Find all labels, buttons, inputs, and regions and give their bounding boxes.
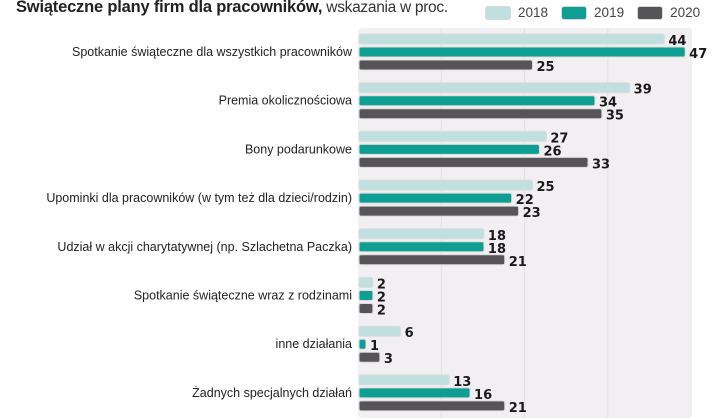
value-label-2019: 26 [543, 144, 561, 159]
legend-label-2020: 2020 [670, 5, 701, 20]
bar-2018 [358, 130, 547, 142]
value-label-2020: 2 [377, 304, 386, 319]
value-label-2019: 16 [474, 388, 492, 403]
value-label-2018: 2 [377, 278, 386, 293]
value-label-2020: 33 [592, 157, 610, 172]
bar-2020 [358, 254, 506, 266]
bar-2019 [358, 95, 596, 107]
bar-2018 [358, 82, 631, 94]
chart-subtitle: wskazania w proc. [322, 0, 448, 16]
bar-2020 [358, 156, 589, 168]
bar-2018 [358, 374, 450, 386]
value-label-2018: 13 [453, 375, 471, 390]
bar-2020 [358, 108, 603, 120]
value-label-2020: 35 [606, 109, 624, 124]
value-label-2018: 39 [634, 83, 652, 98]
bar-2020 [358, 400, 506, 412]
chart-title: Świąteczne plany firm dla pracowników, w… [16, 0, 448, 17]
bar-2018 [358, 179, 533, 191]
bar-2020 [358, 205, 520, 217]
category-label: Spotkanie świąteczne wraz z rodzinami [134, 289, 352, 303]
category-label: Premia okolicznościowa [219, 94, 352, 108]
bar-2018 [358, 277, 374, 288]
value-label-2019: 1 [370, 339, 379, 354]
bar-2018 [358, 228, 485, 240]
category-label: Spotkanie świąteczne dla wszystkich prac… [72, 45, 353, 59]
value-label-2019: 2 [377, 291, 386, 306]
category-label: Bony podarunkowe [245, 142, 352, 156]
legend-swatch-2018 [486, 6, 510, 19]
bar-2019 [358, 192, 513, 204]
bar-2018 [358, 325, 402, 337]
value-label-2018: 44 [668, 34, 686, 49]
value-label-2020: 21 [509, 255, 527, 270]
bar-2020 [358, 59, 533, 71]
bar-2020 [358, 303, 374, 314]
bar-2019 [358, 338, 367, 350]
value-label-2020: 25 [537, 60, 555, 75]
category-label: Upominki dla pracowników (w tym też dla … [46, 191, 352, 205]
legend-item-2019: 2019 [562, 5, 624, 20]
value-label-2019: 34 [599, 96, 617, 111]
legend-item-2018: 2018 [486, 5, 548, 20]
legend-label-2019: 2019 [594, 5, 625, 20]
bar-2019 [358, 241, 485, 253]
value-label-2018: 27 [550, 131, 568, 146]
category-label: Udział w akcji charytatywnej (np. Szlach… [57, 240, 352, 254]
bar-2018 [358, 33, 665, 45]
bar-2019 [358, 46, 686, 58]
legend-swatch-2020 [638, 6, 663, 19]
bar-2019 [358, 143, 540, 155]
category-label: inne działania [276, 337, 352, 351]
value-label-2019: 22 [516, 193, 534, 208]
legend-swatch-2019 [562, 6, 587, 19]
chart-title-bold: Świąteczne plany firm dla pracowników, [16, 0, 323, 16]
bar-2019 [358, 387, 471, 399]
legend-item-2020: 2020 [638, 5, 700, 20]
value-label-2019: 18 [488, 242, 506, 257]
value-label-2020: 23 [523, 206, 541, 221]
value-label-2018: 25 [537, 180, 555, 195]
value-label-2018: 18 [488, 229, 506, 244]
category-label: Żadnych specjalnych działań [192, 386, 352, 400]
value-label-2020: 3 [384, 352, 393, 367]
bar-2019 [358, 290, 374, 301]
legend: 2018 2019 2020 [486, 5, 714, 20]
value-label-2018: 6 [405, 326, 414, 341]
value-label-2019: 47 [689, 47, 707, 62]
value-label-2020: 21 [509, 401, 527, 416]
bar-2020 [358, 351, 381, 363]
legend-label-2018: 2018 [518, 5, 549, 20]
